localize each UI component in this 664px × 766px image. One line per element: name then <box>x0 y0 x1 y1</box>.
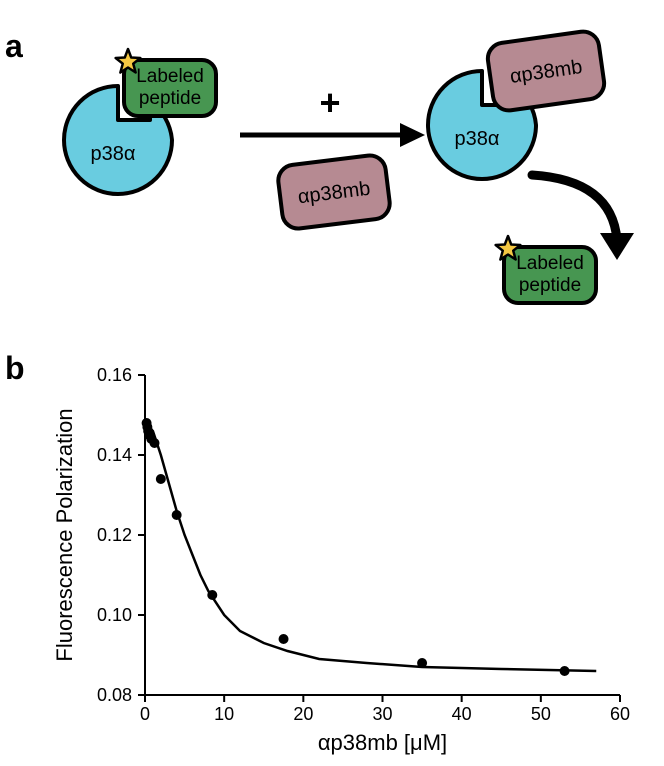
svg-text:Labeled: Labeled <box>136 66 204 87</box>
svg-text:peptide: peptide <box>519 275 581 296</box>
svg-text:0.08: 0.08 <box>97 685 132 705</box>
svg-text:Fluorescence Polarization: Fluorescence Polarization <box>52 408 77 661</box>
svg-text:+: + <box>319 82 340 123</box>
svg-text:αp38mb [μM]: αp38mb [μM] <box>318 730 447 755</box>
svg-text:Labeled: Labeled <box>516 253 584 274</box>
svg-text:20: 20 <box>293 704 313 724</box>
svg-text:30: 30 <box>372 704 392 724</box>
panel-b-chart: 0 10 20 30 40 50 60 0.08 0.10 0.12 0.14 0.16 αp38mb … <box>50 360 640 760</box>
svg-text:0: 0 <box>140 704 150 724</box>
svg-text:peptide: peptide <box>139 88 201 109</box>
panel-a-label: a <box>5 28 23 65</box>
svg-text:0.14: 0.14 <box>97 445 132 465</box>
svg-text:10: 10 <box>214 704 234 724</box>
svg-text:40: 40 <box>452 704 472 724</box>
svg-text:0.10: 0.10 <box>97 605 132 625</box>
panel-a-diagram: p38αLabeledpeptide+αp38mbp38ααp38mbLabel… <box>40 20 640 310</box>
panel-b-label: b <box>5 350 25 387</box>
svg-text:p38α: p38α <box>91 143 136 165</box>
svg-text:50: 50 <box>531 704 551 724</box>
svg-text:0.12: 0.12 <box>97 525 132 545</box>
svg-text:p38α: p38α <box>455 128 500 150</box>
svg-text:60: 60 <box>610 704 630 724</box>
svg-text:0.16: 0.16 <box>97 365 132 385</box>
